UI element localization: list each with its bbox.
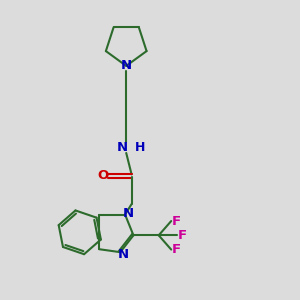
Text: F: F [172,214,181,227]
Text: H: H [135,141,146,154]
Text: O: O [98,169,109,182]
Text: F: F [172,243,181,256]
Text: N: N [118,248,129,261]
Text: N: N [117,141,128,154]
Text: N: N [121,59,132,72]
Text: F: F [178,229,187,242]
Text: N: N [123,207,134,220]
